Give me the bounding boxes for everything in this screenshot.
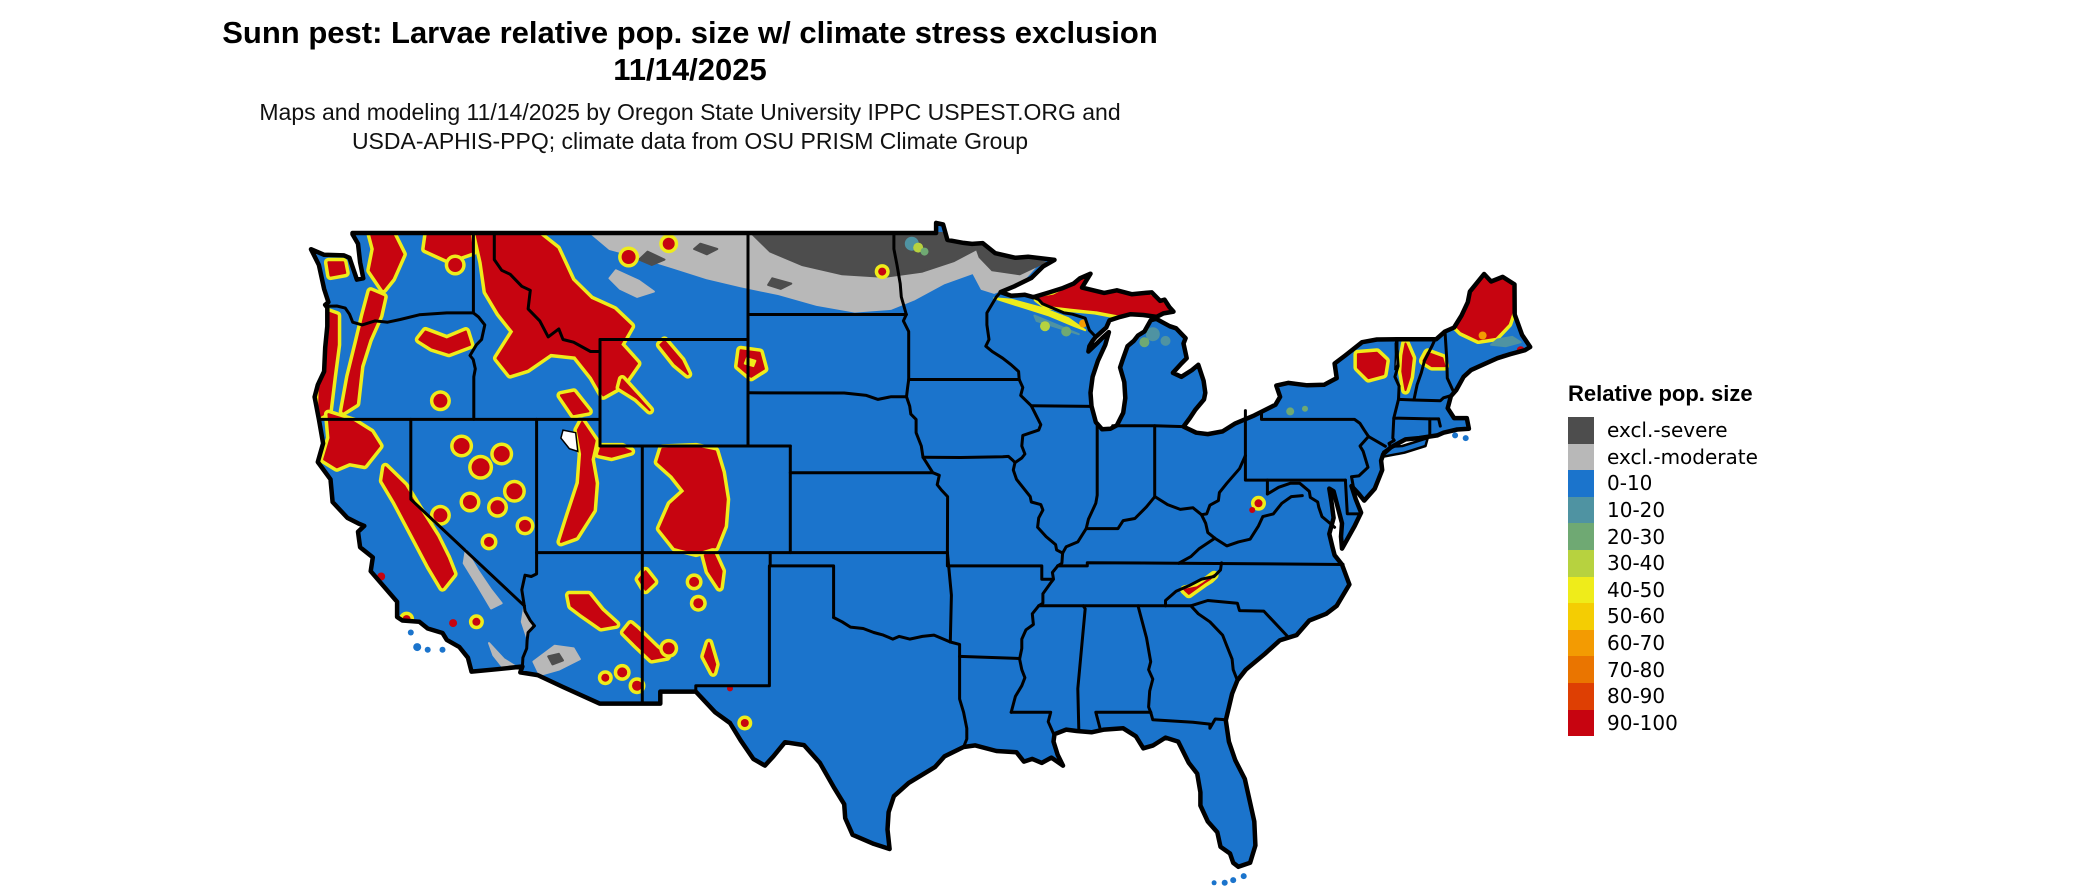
legend-item-b70: 70-80 xyxy=(1568,656,1808,683)
legend-swatch-b20 xyxy=(1568,523,1594,550)
legend-swatch-b90 xyxy=(1568,709,1594,737)
legend-item-excl_moderate: excl.-moderate xyxy=(1568,443,1808,471)
legend-item-b30: 30-40 xyxy=(1568,549,1808,577)
national-outline xyxy=(308,220,1533,870)
small-islands xyxy=(407,432,1469,886)
legend-item-b10: 10-20 xyxy=(1568,496,1808,524)
legend-label-b10: 10-20 xyxy=(1607,498,1666,523)
map-subtitle-line2: USDA-APHIS-PPQ; climate data from OSU PR… xyxy=(351,128,1029,154)
category-overlays xyxy=(314,228,1525,731)
legend-item-b80: 80-90 xyxy=(1568,682,1808,710)
legend-label-excl_severe: excl.-severe xyxy=(1607,418,1728,443)
legend-item-b60: 60-70 xyxy=(1568,629,1808,657)
legend-swatch-excl_severe xyxy=(1568,417,1594,444)
map-subtitle-line1: Maps and modeling 11/14/2025 by Oregon S… xyxy=(259,99,1121,125)
legend-label-b70: 70-80 xyxy=(1607,657,1666,682)
legend-swatch-b10 xyxy=(1568,496,1594,524)
map-title-date: 11/14/2025 xyxy=(613,52,767,87)
title-block: Sunn pest: Larvae relative pop. size w/ … xyxy=(0,14,1380,156)
state-borders xyxy=(317,231,1455,749)
map-title: Sunn pest: Larvae relative pop. size w/ … xyxy=(0,14,1380,88)
legend-label-b30: 30-40 xyxy=(1607,551,1666,576)
legend-item-b40: 40-50 xyxy=(1568,576,1808,604)
legend-label-b60: 60-70 xyxy=(1607,631,1666,656)
legend-label-b40: 40-50 xyxy=(1607,577,1666,602)
legend-item-excl_severe: excl.-severe xyxy=(1568,417,1808,444)
legend-item-b50: 50-60 xyxy=(1568,603,1808,630)
legend-swatch-b80 xyxy=(1568,682,1594,710)
legend-swatch-b40 xyxy=(1568,576,1594,604)
legend-swatch-b70 xyxy=(1568,656,1594,683)
legend-item-b20: 20-30 xyxy=(1568,523,1808,550)
legend-label-b0: 0-10 xyxy=(1607,471,1653,496)
legend-label-b20: 20-30 xyxy=(1607,524,1666,549)
legend-swatch-b0 xyxy=(1568,470,1594,497)
map-subtitle: Maps and modeling 11/14/2025 by Oregon S… xyxy=(0,98,1380,156)
legend-label-b90: 90-100 xyxy=(1607,710,1678,735)
legend-swatch-b30 xyxy=(1568,549,1594,577)
legend-item-b0: 0-10 xyxy=(1568,470,1808,497)
map-title-line1: Sunn pest: Larvae relative pop. size w/ … xyxy=(222,15,1158,50)
legend-swatch-b60 xyxy=(1568,629,1594,657)
legend-rows: excl.-severe excl.-moderate 0-10 10-20 20-30… xyxy=(1568,417,1808,737)
legend-title: Relative pop. size xyxy=(1568,381,1753,406)
legend-swatch-excl_moderate xyxy=(1568,443,1594,471)
legend-label-excl_moderate: excl.-moderate xyxy=(1607,444,1758,469)
legend-swatch-b50 xyxy=(1568,603,1594,630)
legend: Relative pop. size excl.-severe excl.-mod… xyxy=(1568,381,1808,737)
legend-label-b80: 80-90 xyxy=(1607,684,1666,709)
legend-label-b50: 50-60 xyxy=(1607,604,1666,629)
legend-item-b90: 90-100 xyxy=(1568,709,1808,737)
